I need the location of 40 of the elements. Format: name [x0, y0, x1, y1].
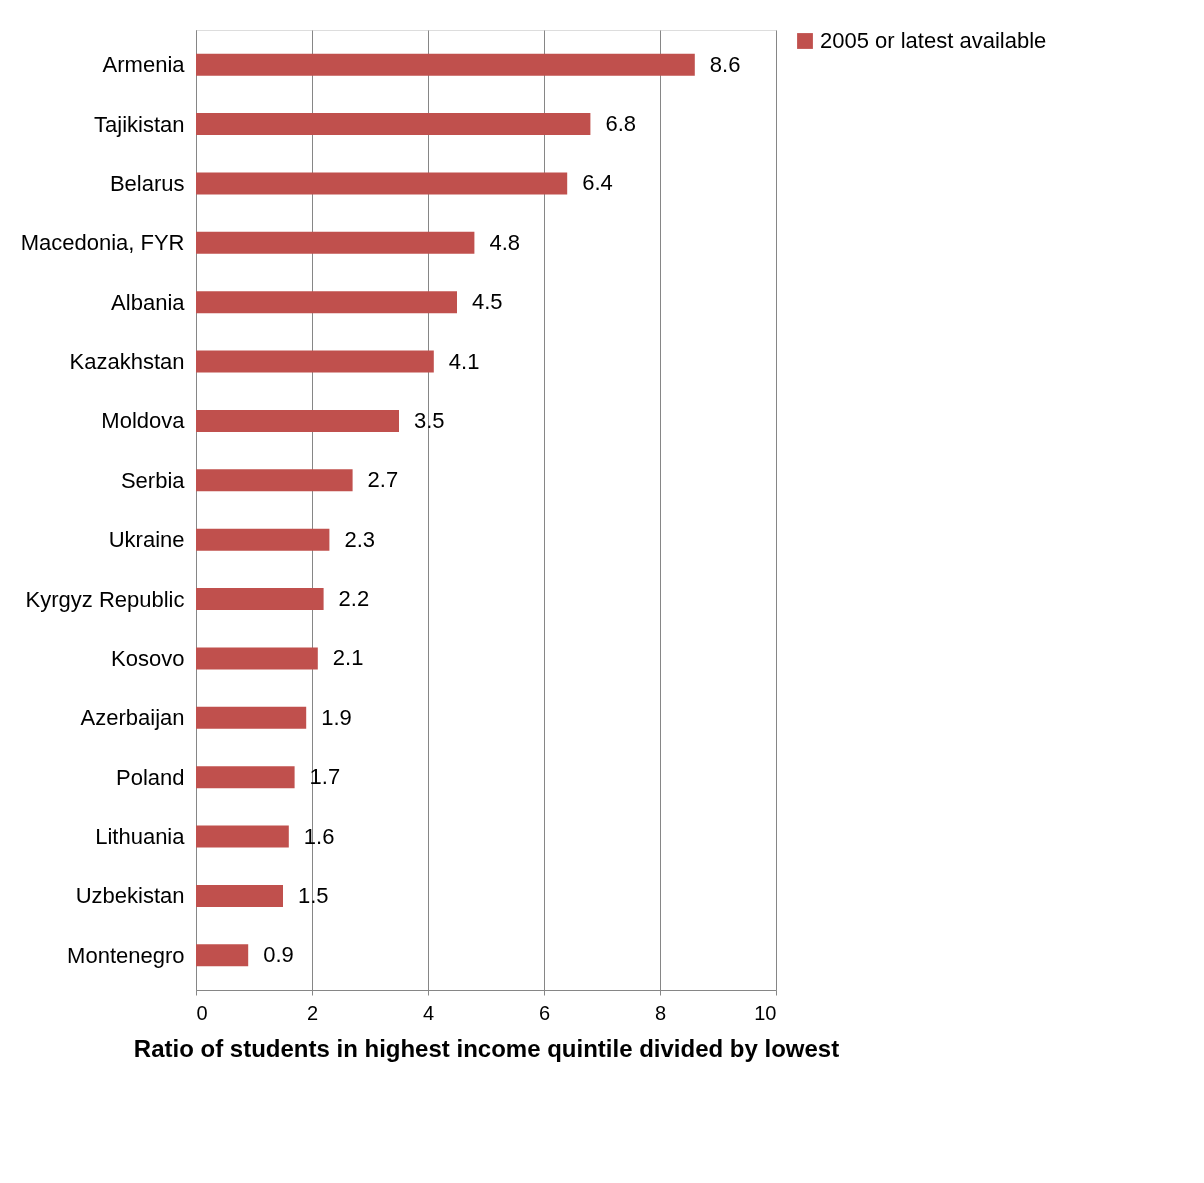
data-label: 1.9 [321, 704, 352, 730]
x-tick-label: 2 [306, 1001, 319, 1024]
data-label: 1.5 [298, 882, 329, 908]
y-tick-label: Albania [111, 289, 186, 315]
data-label: 1.6 [303, 823, 335, 849]
data-label: 1.7 [309, 764, 341, 790]
x-tick-label: 8 [654, 1001, 667, 1024]
y-tick-label: Serbia [120, 467, 186, 493]
y-tick-label: Montenegro [67, 942, 185, 968]
data-label: 6.8 [605, 111, 636, 137]
y-tick-label: Macedonia, FYR [20, 230, 185, 256]
legend-label: 2005 or latest available [820, 28, 1047, 53]
y-tick-label: Kosovo [111, 645, 185, 671]
y-tick-label: Poland [115, 764, 185, 790]
x-tick-label: 4 [422, 1001, 435, 1024]
data-label: 4.1 [448, 348, 480, 374]
x-axis-title: Ratio of students in highest income quintile divided by lowest [133, 1034, 840, 1062]
x-tick-label: 6 [538, 1001, 551, 1024]
y-tick-label: Kyrgyz Republic [25, 586, 185, 612]
data-label: 0.9 [263, 942, 294, 968]
data-label: 2.2 [338, 586, 370, 612]
data-label: 2.7 [367, 467, 399, 493]
data-label: 4.8 [489, 229, 520, 255]
y-tick-label: Belarus [109, 170, 185, 196]
data-label: 3.5 [414, 407, 445, 433]
y-tick-label: Armenia [102, 52, 186, 78]
data-label: 4.5 [472, 289, 503, 315]
y-tick-label: Moldova [101, 408, 186, 434]
data-label: 8.6 [709, 51, 741, 77]
data-label: 6.4 [582, 170, 613, 196]
y-tick-label: Ukraine [108, 527, 185, 553]
data-label: 2.3 [344, 526, 375, 552]
y-tick-label: Kazakhstan [69, 349, 185, 375]
y-tick-label: Lithuania [95, 824, 186, 850]
y-tick-label: Tajikistan [94, 111, 185, 137]
y-tick-label: Uzbekistan [75, 883, 185, 909]
x-tick-label: 10 [754, 1001, 777, 1024]
x-tick-label: 0 [196, 1001, 208, 1024]
data-label: 2.1 [332, 645, 364, 671]
y-tick-label: Azerbaijan [80, 705, 185, 731]
